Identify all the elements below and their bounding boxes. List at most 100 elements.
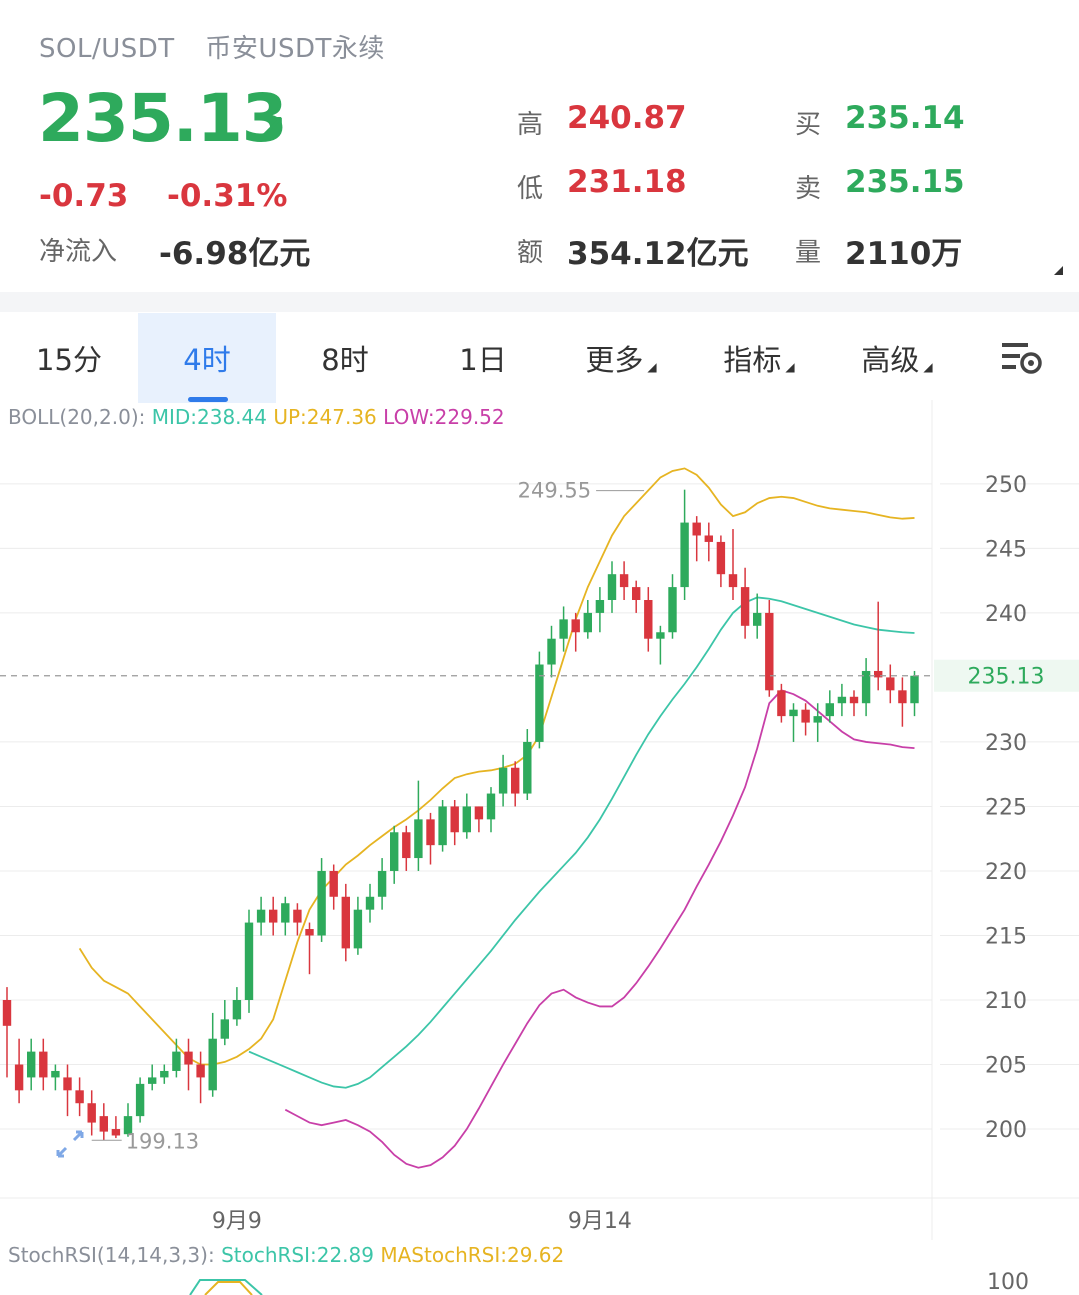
candle-body bbox=[668, 587, 677, 633]
candle-body bbox=[716, 541, 726, 575]
candle-body bbox=[861, 670, 871, 704]
candle-body bbox=[232, 1000, 242, 1020]
pair-title: SOL/USDT 币安USDT永续 bbox=[39, 28, 385, 65]
candle-body bbox=[644, 600, 653, 639]
candle-body bbox=[27, 1051, 36, 1078]
active-tab-indicator bbox=[188, 397, 228, 402]
candle-body bbox=[365, 896, 375, 910]
expand-arrows-icon[interactable] bbox=[52, 1126, 88, 1162]
candle-body bbox=[619, 574, 629, 588]
candle-body bbox=[825, 703, 834, 717]
candle-body bbox=[886, 677, 895, 691]
y-tick-label: 245 bbox=[985, 537, 1027, 562]
candle-body bbox=[377, 870, 387, 897]
high-label: 高 bbox=[517, 110, 544, 140]
candle-body bbox=[148, 1077, 157, 1084]
y-tick-label: 225 bbox=[985, 795, 1027, 820]
candle-body bbox=[353, 909, 363, 949]
tab-advanced[interactable]: 高级 ◢ bbox=[861, 343, 933, 377]
dropdown-caret-icon: ◢ bbox=[923, 360, 933, 374]
tab-more[interactable]: 更多 ◢ bbox=[585, 343, 657, 377]
volume-label: 量 bbox=[795, 238, 822, 268]
trend-arrow-icon: ↗ bbox=[258, 106, 287, 146]
candle-body bbox=[753, 612, 762, 626]
candle-body bbox=[462, 806, 471, 833]
x-tick-label: 9月14 bbox=[568, 1209, 632, 1234]
candle-body bbox=[329, 870, 338, 897]
y-tick-label: 230 bbox=[985, 731, 1027, 756]
candle-body bbox=[305, 929, 314, 936]
candle-body bbox=[99, 1116, 108, 1132]
market-name: 币安USDT永续 bbox=[205, 34, 385, 64]
dropdown-caret-icon: ◢ bbox=[785, 360, 795, 374]
boll-name: BOLL(20,2.0): bbox=[8, 405, 146, 429]
tab-1d[interactable]: 1日 bbox=[459, 343, 507, 377]
y-tick-label: 220 bbox=[985, 860, 1027, 885]
candle-body bbox=[51, 1070, 60, 1078]
boll-low-label: LOW:229.52 bbox=[383, 405, 505, 429]
candle-body bbox=[874, 670, 883, 678]
candle-body bbox=[184, 1051, 193, 1065]
boll-upper-line bbox=[78, 467, 915, 1066]
candle-body bbox=[837, 696, 847, 704]
boll-lower-line bbox=[284, 689, 915, 1169]
candle-body bbox=[341, 896, 350, 949]
stochrsi-legend: StochRSI(14,14,3,3): StochRSI:22.89 MASt… bbox=[8, 1243, 564, 1267]
last-price: 235.13 bbox=[38, 80, 288, 157]
candle-body bbox=[2, 1000, 12, 1026]
candle-body bbox=[450, 806, 459, 833]
candle-body bbox=[692, 522, 701, 536]
candle-body bbox=[160, 1070, 169, 1078]
candle-body bbox=[813, 716, 822, 723]
candle-body bbox=[704, 535, 713, 542]
candle-body bbox=[75, 1090, 84, 1104]
stochrsi-top-tick: 100 bbox=[987, 1270, 1029, 1295]
y-tick-label: 200 bbox=[985, 1118, 1027, 1143]
candlestick-chart[interactable]: 250 245 240 235.13 230 225 220 215 210 205 200 9月9 9… bbox=[0, 400, 1079, 1240]
candle-body bbox=[438, 806, 447, 846]
candle-body bbox=[135, 1083, 145, 1117]
candle-body bbox=[111, 1129, 121, 1136]
stochrsi-ma-value: MAStochRSI:29.62 bbox=[380, 1243, 565, 1267]
candle-body bbox=[511, 767, 520, 794]
candle-body bbox=[256, 909, 266, 923]
bid-label: 买 bbox=[795, 110, 822, 140]
boll-legend: BOLL(20,2.0): MID:238.44 UP:247.36 LOW:2… bbox=[8, 405, 505, 429]
candle-body bbox=[402, 832, 411, 859]
candle-body bbox=[547, 638, 556, 665]
tab-4h[interactable]: 4时 bbox=[138, 313, 276, 403]
netflow-label: 净流入 bbox=[39, 237, 118, 267]
stochrsi-value: StochRSI:22.89 bbox=[221, 1243, 374, 1267]
tab-indicators[interactable]: 指标 ◢ bbox=[723, 343, 795, 377]
y-tick-label: 240 bbox=[985, 602, 1027, 627]
candle-body bbox=[317, 870, 326, 936]
candle-body bbox=[607, 574, 617, 600]
low-annotation: 199.13 bbox=[126, 1129, 199, 1153]
corner-expand-icon[interactable] bbox=[1054, 266, 1063, 275]
section-divider bbox=[0, 292, 1079, 312]
candle-body bbox=[849, 696, 859, 704]
chart-settings-icon[interactable] bbox=[1000, 340, 1046, 376]
high-value: 240.87 bbox=[567, 100, 687, 136]
candle-body bbox=[426, 819, 435, 846]
candle-body bbox=[801, 709, 810, 723]
candle-body bbox=[789, 709, 798, 717]
pair-symbol: SOL/USDT bbox=[39, 34, 175, 64]
candle-body bbox=[172, 1051, 181, 1071]
boll-mid-line bbox=[248, 596, 915, 1089]
y-tick-label: 205 bbox=[985, 1054, 1027, 1079]
candle-body bbox=[390, 832, 399, 871]
tab-15m[interactable]: 15分 bbox=[36, 343, 102, 377]
ask-value: 235.15 bbox=[845, 164, 965, 200]
candle-body bbox=[595, 600, 605, 613]
candle-body bbox=[474, 806, 484, 820]
candle-body bbox=[910, 675, 919, 704]
candle-body bbox=[39, 1051, 48, 1078]
x-tick-label: 9月9 bbox=[212, 1209, 262, 1234]
candle-body bbox=[740, 587, 750, 626]
ask-label: 卖 bbox=[795, 174, 822, 204]
dropdown-caret-icon: ◢ bbox=[647, 360, 657, 374]
candle-body bbox=[571, 619, 580, 633]
tab-8h[interactable]: 8时 bbox=[321, 343, 369, 377]
candle-body bbox=[898, 690, 907, 704]
